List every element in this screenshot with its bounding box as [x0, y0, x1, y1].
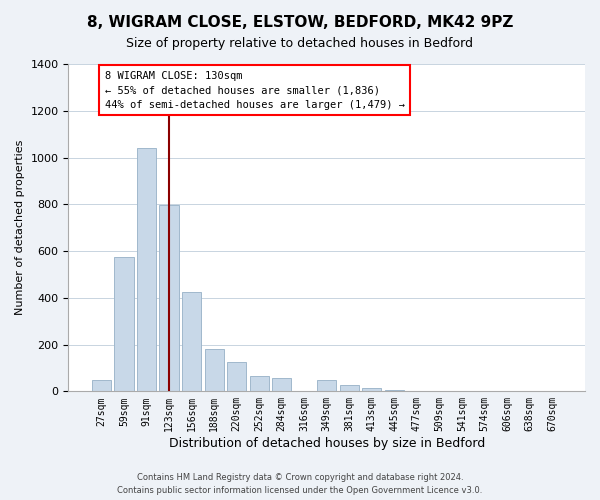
Text: 8 WIGRAM CLOSE: 130sqm
← 55% of detached houses are smaller (1,836)
44% of semi-: 8 WIGRAM CLOSE: 130sqm ← 55% of detached… — [104, 70, 404, 110]
Bar — [385, 390, 404, 392]
Bar — [227, 362, 246, 392]
Bar — [250, 376, 269, 392]
Text: Contains HM Land Registry data © Crown copyright and database right 2024.
Contai: Contains HM Land Registry data © Crown c… — [118, 474, 482, 495]
Text: Size of property relative to detached houses in Bedford: Size of property relative to detached ho… — [127, 38, 473, 51]
Y-axis label: Number of detached properties: Number of detached properties — [15, 140, 25, 316]
Bar — [160, 206, 179, 392]
Bar — [272, 378, 291, 392]
Bar — [182, 292, 201, 392]
Bar — [317, 380, 336, 392]
Bar — [362, 388, 382, 392]
Text: 8, WIGRAM CLOSE, ELSTOW, BEDFORD, MK42 9PZ: 8, WIGRAM CLOSE, ELSTOW, BEDFORD, MK42 9… — [87, 15, 513, 30]
Bar — [92, 380, 111, 392]
Bar — [340, 386, 359, 392]
Bar — [137, 148, 156, 392]
Bar — [205, 349, 224, 392]
Bar — [115, 257, 134, 392]
X-axis label: Distribution of detached houses by size in Bedford: Distribution of detached houses by size … — [169, 437, 485, 450]
